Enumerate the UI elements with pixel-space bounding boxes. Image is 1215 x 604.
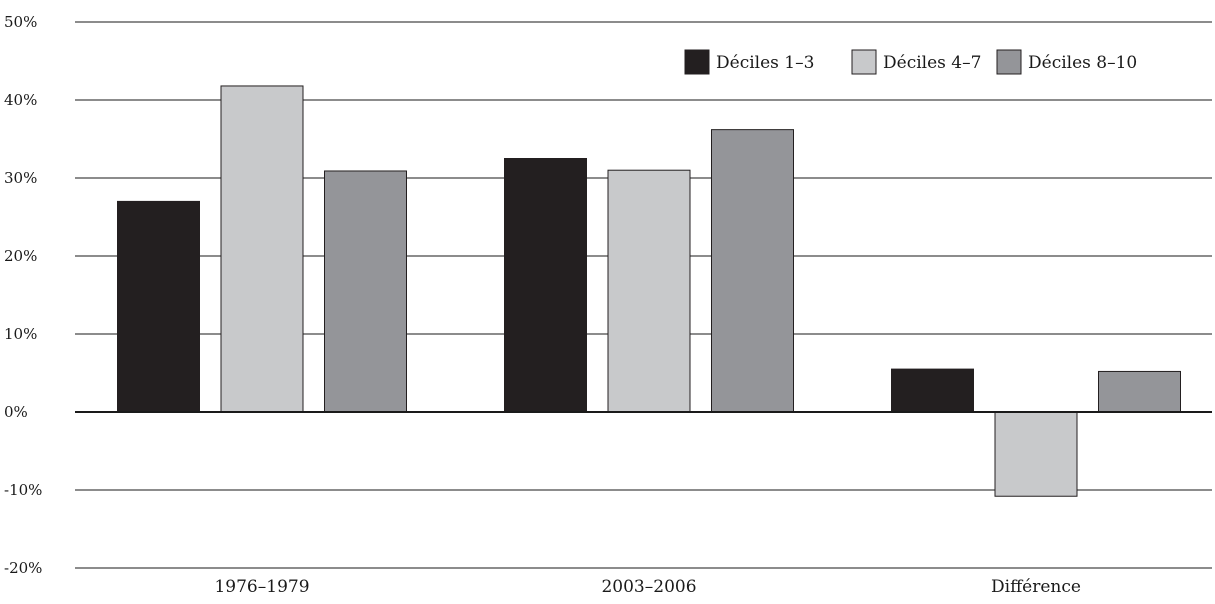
bar [891,368,974,413]
legend-swatch [684,49,710,75]
bar [1098,370,1181,413]
bar [117,200,200,413]
y-tick-label: 30% [4,169,37,187]
legend-label: Déciles 1–3 [716,53,814,73]
y-axis-tick-labels: -20% -10% 0% 10% 20% 30% 40% 50% [4,13,42,577]
bar [711,129,794,413]
x-axis-category-labels: 1976–1979 2003–2006 Différence [214,577,1080,597]
bar [220,85,304,413]
bar [994,411,1078,497]
y-tick-label: 10% [4,325,37,343]
x-category-label: 1976–1979 [214,577,309,597]
y-tick-label: 0% [4,403,28,421]
y-tick-label: 50% [4,13,37,31]
bars [117,85,1181,497]
legend-swatch [996,49,1022,75]
y-tick-label: 40% [4,91,37,109]
legend: Déciles 1–3 Déciles 4–7 Déciles 8–10 [684,49,1137,75]
bar [324,170,407,413]
legend-swatch [851,49,877,75]
y-tick-label: -20% [4,559,42,577]
y-tick-label: -10% [4,481,42,499]
x-category-label: 2003–2006 [601,577,696,597]
bar [504,158,587,413]
y-tick-label: 20% [4,247,37,265]
x-category-label: Différence [991,577,1081,597]
legend-label: Déciles 8–10 [1028,53,1137,73]
legend-label: Déciles 4–7 [883,53,981,73]
bar [607,169,691,413]
